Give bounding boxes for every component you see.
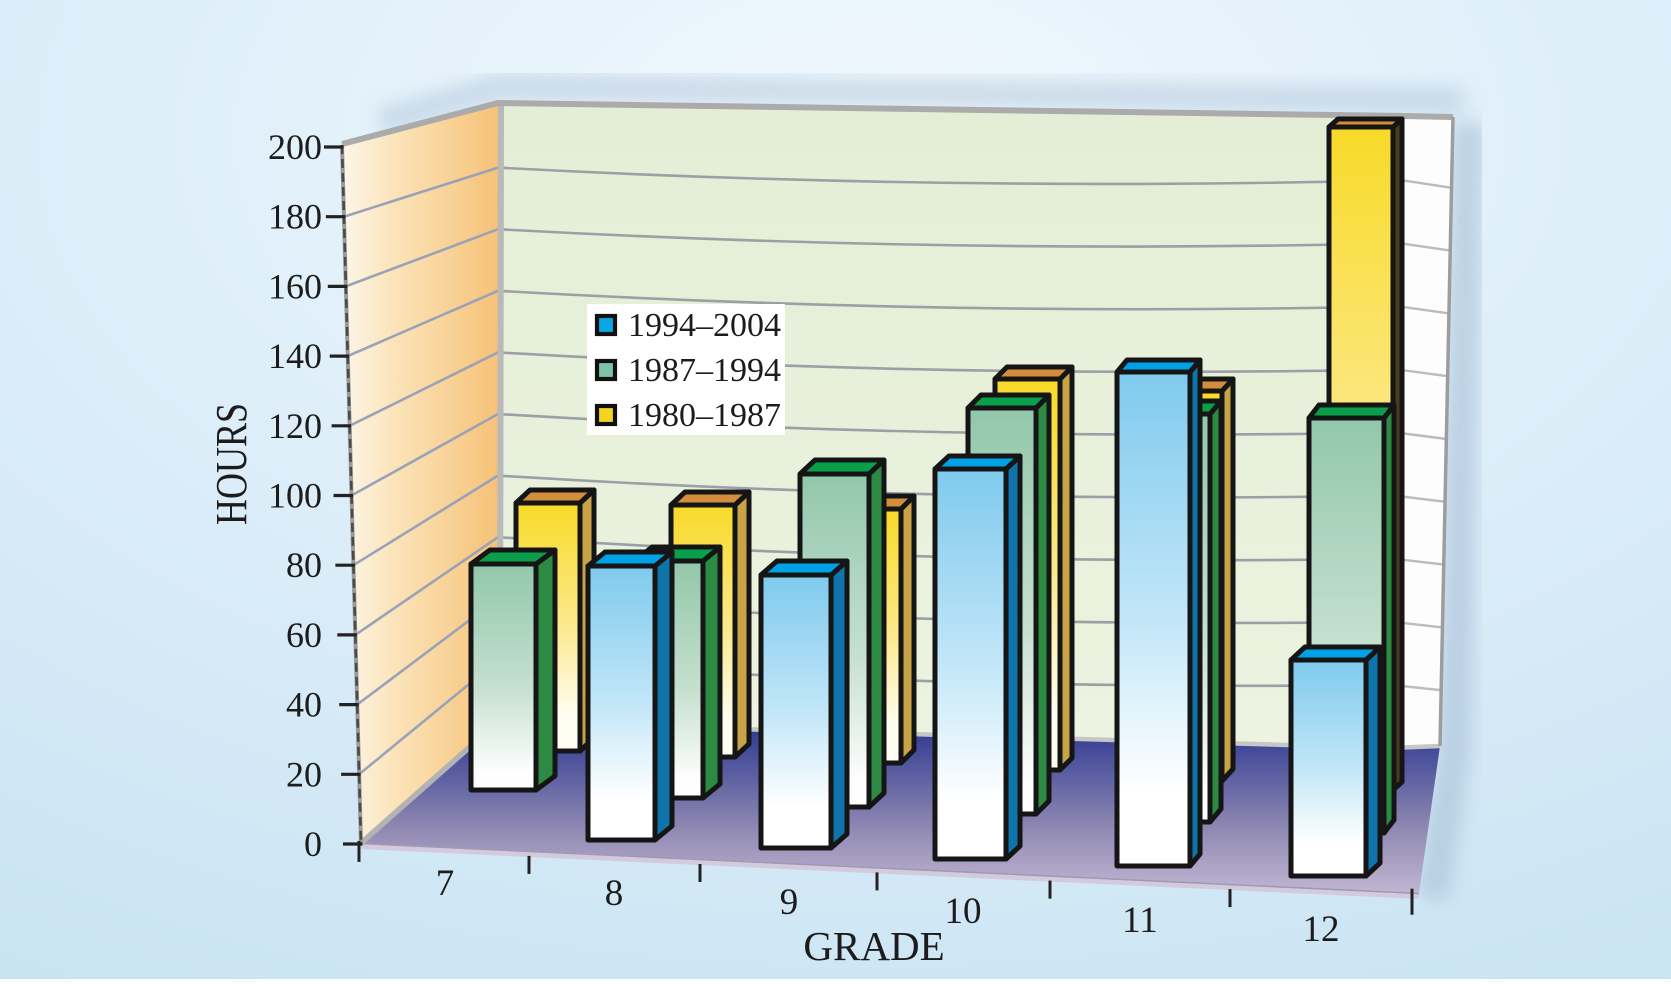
svg-text:80: 80 [286, 545, 322, 585]
svg-text:12: 12 [1303, 909, 1340, 950]
svg-text:140: 140 [268, 336, 322, 376]
svg-text:1980–1987: 1980–1987 [628, 397, 781, 434]
svg-text:1994–2004: 1994–2004 [628, 307, 781, 344]
svg-text:GRADE: GRADE [803, 923, 944, 969]
svg-text:60: 60 [286, 615, 322, 655]
svg-text:7: 7 [436, 863, 455, 904]
svg-text:100: 100 [268, 476, 322, 516]
svg-text:40: 40 [286, 685, 322, 725]
svg-text:8: 8 [605, 873, 624, 914]
svg-text:9: 9 [780, 882, 799, 923]
svg-text:0: 0 [304, 824, 322, 864]
svg-text:11: 11 [1122, 900, 1158, 941]
svg-text:180: 180 [268, 197, 322, 237]
svg-text:160: 160 [268, 266, 322, 306]
svg-text:120: 120 [268, 406, 322, 446]
svg-text:10: 10 [945, 891, 982, 932]
svg-text:200: 200 [268, 127, 322, 167]
svg-text:HOURS: HOURS [207, 403, 256, 525]
svg-text:20: 20 [286, 754, 322, 794]
svg-text:1987–1994: 1987–1994 [628, 352, 781, 389]
